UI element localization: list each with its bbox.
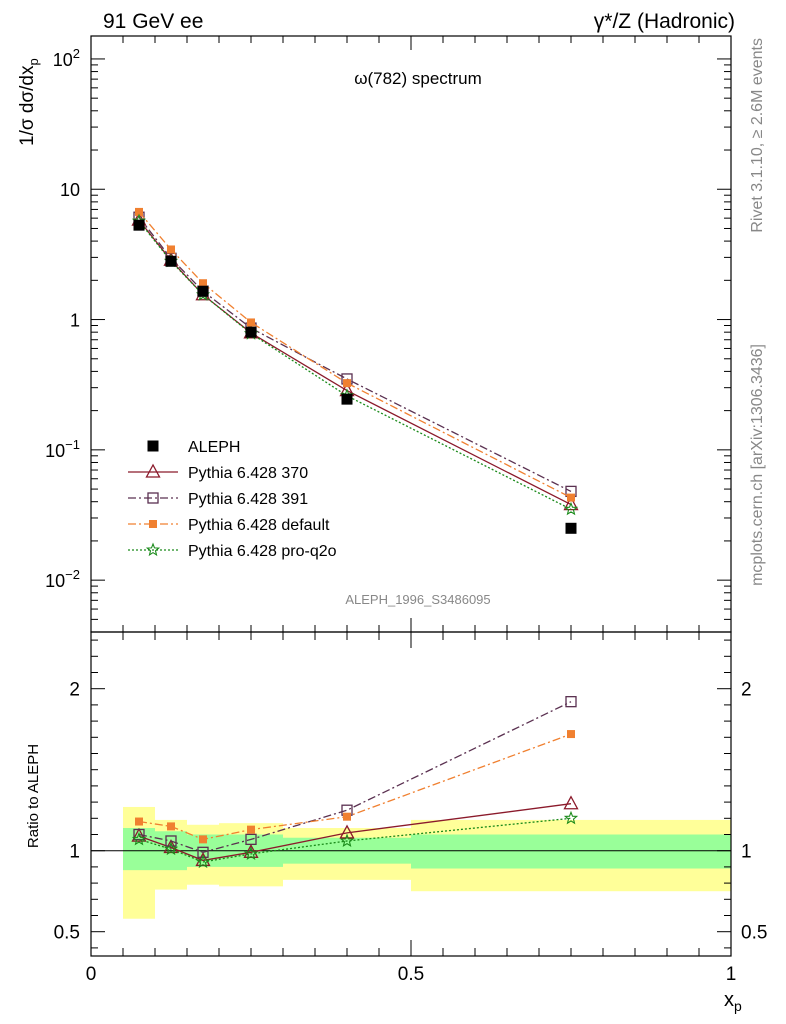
legend-label: Pythia 6.428 370	[188, 465, 308, 482]
main-y-tick-label: 10−1	[45, 437, 80, 461]
ratio-y-tick-label-right: 2	[741, 680, 752, 701]
legend-marker	[147, 440, 159, 452]
legend-label: Pythia 6.428 391	[188, 491, 308, 508]
main-y-axis-label: 1/σ dσ/dxp	[17, 58, 41, 146]
ratio-series-point	[195, 854, 211, 869]
main-y-tick-label: 1	[70, 311, 80, 331]
data-series-point	[245, 326, 257, 338]
ratio-series-line	[138, 817, 572, 863]
ratio-y-tick-label-right: 1	[741, 842, 752, 863]
main-series-point	[567, 493, 575, 502]
legend-marker	[145, 542, 161, 557]
ratio-series-point	[195, 852, 211, 867]
x-tick-label: 0.5	[398, 964, 424, 985]
main-frame	[90, 35, 732, 633]
main-series-point	[135, 207, 143, 216]
ratio-series-point	[563, 795, 579, 810]
main-title: ω(782) spectrum	[354, 69, 482, 88]
x-axis-label: xp	[724, 989, 742, 1014]
analysis-watermark: ALEPH_1996_S3486095	[345, 592, 490, 607]
main-plot: ω(782) spectrum ALEPH_1996_S3486095 102 1…	[17, 35, 732, 633]
main-series-line	[138, 220, 572, 510]
header-left: 91 GeV ee	[103, 10, 203, 33]
main-series-point	[247, 318, 255, 327]
x-tick-label: 1	[726, 964, 737, 985]
ratio-y-tick-label-right: 0.5	[741, 923, 767, 944]
ratio-series-point	[131, 831, 147, 846]
main-series-point	[199, 279, 207, 288]
main-y-tick-label: 102	[53, 46, 80, 70]
ratio-series-point	[199, 835, 207, 844]
ratio-plot: 0.5 0.51 12 20 0.5 1 Ratio to ALEPH xp	[25, 631, 767, 1014]
legend: ALEPH Pythia 6.428 370 Pythia 6.428 391 Pyt…	[128, 439, 337, 560]
stat-uncertainty-band	[411, 834, 731, 869]
ratio-series-point	[567, 730, 575, 739]
ratio-y-tick-label-left: 0.5	[54, 923, 80, 944]
x-tick-label: 0	[86, 964, 97, 985]
data-series-point	[133, 219, 145, 231]
ratio-series-point	[247, 825, 255, 834]
legend-marker	[149, 520, 157, 528]
legend-label: Pythia 6.428 default	[188, 517, 330, 534]
ratio-y-tick-label-left: 1	[69, 842, 80, 863]
ratio-series-point	[135, 817, 143, 826]
main-y-tick-label: 10	[60, 180, 80, 200]
ratio-y-tick-label-left: 2	[69, 680, 80, 701]
main-series-point	[563, 501, 579, 516]
ratio-series-point	[243, 846, 259, 861]
data-series-point	[197, 285, 209, 297]
ratio-series-point	[563, 810, 579, 825]
ratio-series-point	[339, 833, 355, 847]
ratio-series-line	[138, 733, 572, 841]
ratio-y-axis-label: Ratio to ALEPH	[25, 744, 42, 848]
data-series-point	[341, 393, 353, 405]
ratio-series-point	[343, 812, 351, 821]
ratio-series-point	[339, 824, 355, 839]
main-series-point	[563, 496, 579, 511]
ratio-series-point	[565, 696, 577, 708]
ratio-series-point	[167, 822, 175, 831]
legend-label: Pythia 6.428 pro-q2o	[188, 543, 337, 560]
legend-marker	[145, 463, 161, 478]
ratio-series-point	[243, 843, 259, 858]
ratio-frame	[90, 631, 732, 957]
data-series-point	[165, 255, 177, 267]
main-series-line	[138, 219, 572, 506]
mcplots-label: mcplots.cern.ch [arXiv:1306.3436]	[749, 344, 766, 586]
main-series-point	[343, 379, 351, 388]
ratio-series-point	[165, 835, 177, 847]
legend-label: ALEPH	[188, 439, 240, 456]
ratio-series-point	[245, 833, 257, 846]
main-series-point	[167, 245, 175, 254]
header-right: γ*/Z (Hadronic)	[594, 10, 735, 33]
main-series-line	[138, 216, 572, 492]
ratio-series-point	[163, 841, 179, 856]
data-series-point	[565, 522, 577, 534]
main-y-tick-label: 10−2	[45, 567, 80, 591]
legend-marker	[147, 492, 159, 504]
rivet-label: Rivet 3.1.10, ≥ 2.6M events	[749, 38, 766, 233]
